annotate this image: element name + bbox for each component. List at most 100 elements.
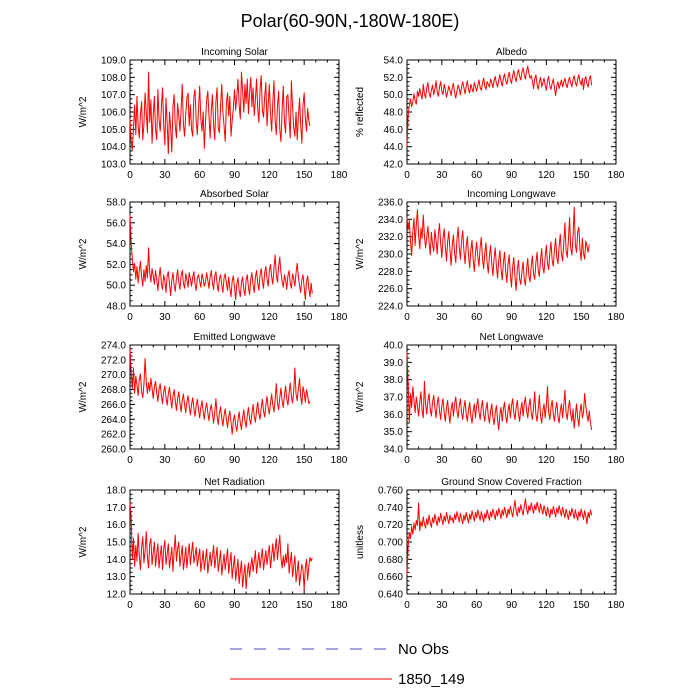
panel-2: Absorbed Solar 0 30 60 90 120 150 180 48.0 50.0 52…	[78, 189, 348, 323]
series-line-1850_149	[406, 206, 590, 291]
panel-title: Incoming Longwave	[467, 189, 556, 200]
y-axis-label: W/m^2	[78, 381, 89, 412]
panel-title: Incoming Solar	[201, 47, 268, 58]
y-tick-label: 0.680	[378, 555, 403, 566]
y-tick-label: 270.0	[101, 370, 126, 381]
x-tick-label: 180	[608, 170, 625, 181]
x-tick-label: 150	[296, 170, 313, 181]
x-tick-label: 150	[296, 312, 313, 323]
y-tick-label: 18.0	[107, 486, 127, 497]
y-tick-label: 0.720	[378, 520, 403, 531]
x-tick-label: 120	[538, 600, 555, 611]
panel-6: Net Radiation 0 30 60 90 120 150 180 12.0 13.0 14.…	[78, 477, 348, 611]
y-axis-label: W/m^2	[78, 238, 89, 269]
y-tick-label: 52.0	[384, 73, 404, 84]
x-tick-label: 120	[538, 455, 555, 466]
y-tick-label: 232.0	[378, 232, 403, 243]
y-tick-label: 50.0	[107, 281, 127, 292]
y-tick-label: 104.0	[101, 142, 126, 153]
y-tick-label: 48.0	[384, 108, 404, 119]
y-tick-label: 34.0	[384, 445, 404, 456]
x-tick-label: 0	[127, 312, 133, 323]
x-tick-label: 0	[127, 455, 133, 466]
y-tick-label: 48.0	[107, 302, 127, 313]
y-tick-label: 54.0	[384, 56, 404, 67]
x-tick-label: 0	[127, 170, 133, 181]
x-tick-label: 120	[261, 170, 278, 181]
y-tick-label: 38.0	[384, 375, 404, 386]
x-tick-label: 60	[194, 312, 206, 323]
y-tick-label: 46.0	[384, 125, 404, 136]
y-tick-label: 42.0	[384, 160, 404, 171]
panels: Incoming Solar 0 30 60 90 120 150 180 103.0 104.0…	[78, 47, 625, 611]
series-line-1850_149	[406, 351, 593, 431]
y-tick-label: 226.0	[378, 284, 403, 295]
y-tick-label: 16.0	[107, 520, 127, 531]
x-tick-label: 0	[404, 170, 410, 181]
y-tick-label: 0.700	[378, 538, 403, 549]
y-tick-label: 15.0	[107, 538, 127, 549]
panel-4: Emitted Longwave 0 30 60 90 120 150 180 260.0 262…	[78, 332, 348, 466]
panel-5: Net Longwave 0 30 60 90 120 150 180 34.0 35.0 36.0…	[355, 332, 625, 466]
y-tick-label: 107.0	[101, 90, 126, 101]
y-tick-label: 12.0	[107, 590, 127, 601]
y-tick-label: 39.0	[384, 358, 404, 369]
x-tick-label: 30	[159, 455, 171, 466]
x-tick-label: 30	[436, 312, 448, 323]
x-tick-label: 180	[331, 455, 348, 466]
y-axis-label: W/m^2	[355, 381, 366, 412]
y-tick-label: 36.0	[384, 410, 404, 421]
x-tick-label: 180	[331, 170, 348, 181]
y-tick-label: 105.0	[101, 125, 126, 136]
x-tick-label: 30	[159, 312, 171, 323]
y-tick-label: 0.740	[378, 503, 403, 514]
x-tick-label: 90	[506, 170, 518, 181]
x-tick-label: 90	[229, 170, 241, 181]
x-tick-label: 180	[608, 600, 625, 611]
y-tick-label: 109.0	[101, 56, 126, 67]
y-tick-label: 264.0	[101, 415, 126, 426]
y-tick-label: 236.0	[378, 198, 403, 209]
y-tick-label: 0.760	[378, 486, 403, 497]
series-line-1850_149	[406, 65, 593, 147]
y-tick-label: 266.0	[101, 400, 126, 411]
x-tick-label: 90	[506, 600, 518, 611]
figure-title: Polar(60-90N,-180W-180E)	[241, 11, 460, 31]
panel-title: Albedo	[496, 47, 528, 58]
x-tick-label: 30	[436, 170, 448, 181]
y-tick-label: 50.0	[384, 90, 404, 101]
plot-frame	[406, 489, 617, 595]
x-tick-label: 60	[194, 600, 206, 611]
y-tick-label: 54.0	[107, 239, 127, 250]
y-tick-label: 230.0	[378, 250, 403, 261]
y-tick-label: 0.660	[378, 572, 403, 583]
x-tick-label: 150	[573, 600, 590, 611]
x-tick-label: 90	[506, 455, 518, 466]
x-tick-label: 120	[261, 455, 278, 466]
panel-7: Ground Snow Covered Fraction 0 30 60 90 120 15…	[355, 477, 625, 611]
y-tick-label: 103.0	[101, 160, 126, 171]
x-tick-label: 60	[194, 170, 206, 181]
y-tick-label: 56.0	[107, 218, 127, 229]
x-tick-label: 180	[608, 312, 625, 323]
panel-title: Net Radiation	[204, 477, 265, 488]
y-tick-label: 44.0	[384, 142, 404, 153]
x-tick-label: 90	[229, 455, 241, 466]
x-tick-label: 60	[471, 170, 483, 181]
y-tick-label: 224.0	[378, 302, 403, 313]
y-tick-label: 106.0	[101, 108, 126, 119]
y-axis-label: W/m^2	[78, 96, 89, 127]
x-tick-label: 30	[436, 455, 448, 466]
x-tick-label: 120	[538, 170, 555, 181]
series-line-1850_149	[129, 71, 311, 155]
x-tick-label: 90	[229, 600, 241, 611]
y-tick-label: 262.0	[101, 430, 126, 441]
panel-0: Incoming Solar 0 30 60 90 120 150 180 103.0 104.0…	[78, 47, 348, 181]
y-tick-label: 37.0	[384, 393, 404, 404]
x-tick-label: 60	[471, 312, 483, 323]
panel-title: Emitted Longwave	[193, 332, 276, 343]
x-tick-label: 150	[573, 455, 590, 466]
x-tick-label: 150	[296, 600, 313, 611]
y-tick-label: 234.0	[378, 215, 403, 226]
